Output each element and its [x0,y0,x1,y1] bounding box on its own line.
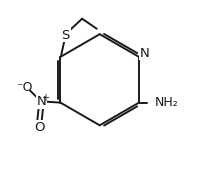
Text: N: N [36,95,46,108]
Text: S: S [62,29,70,42]
Text: ⁻O: ⁻O [16,80,33,94]
Text: O: O [34,121,45,134]
Text: N: N [140,47,150,60]
Text: +: + [41,93,49,103]
Text: NH₂: NH₂ [155,96,178,109]
